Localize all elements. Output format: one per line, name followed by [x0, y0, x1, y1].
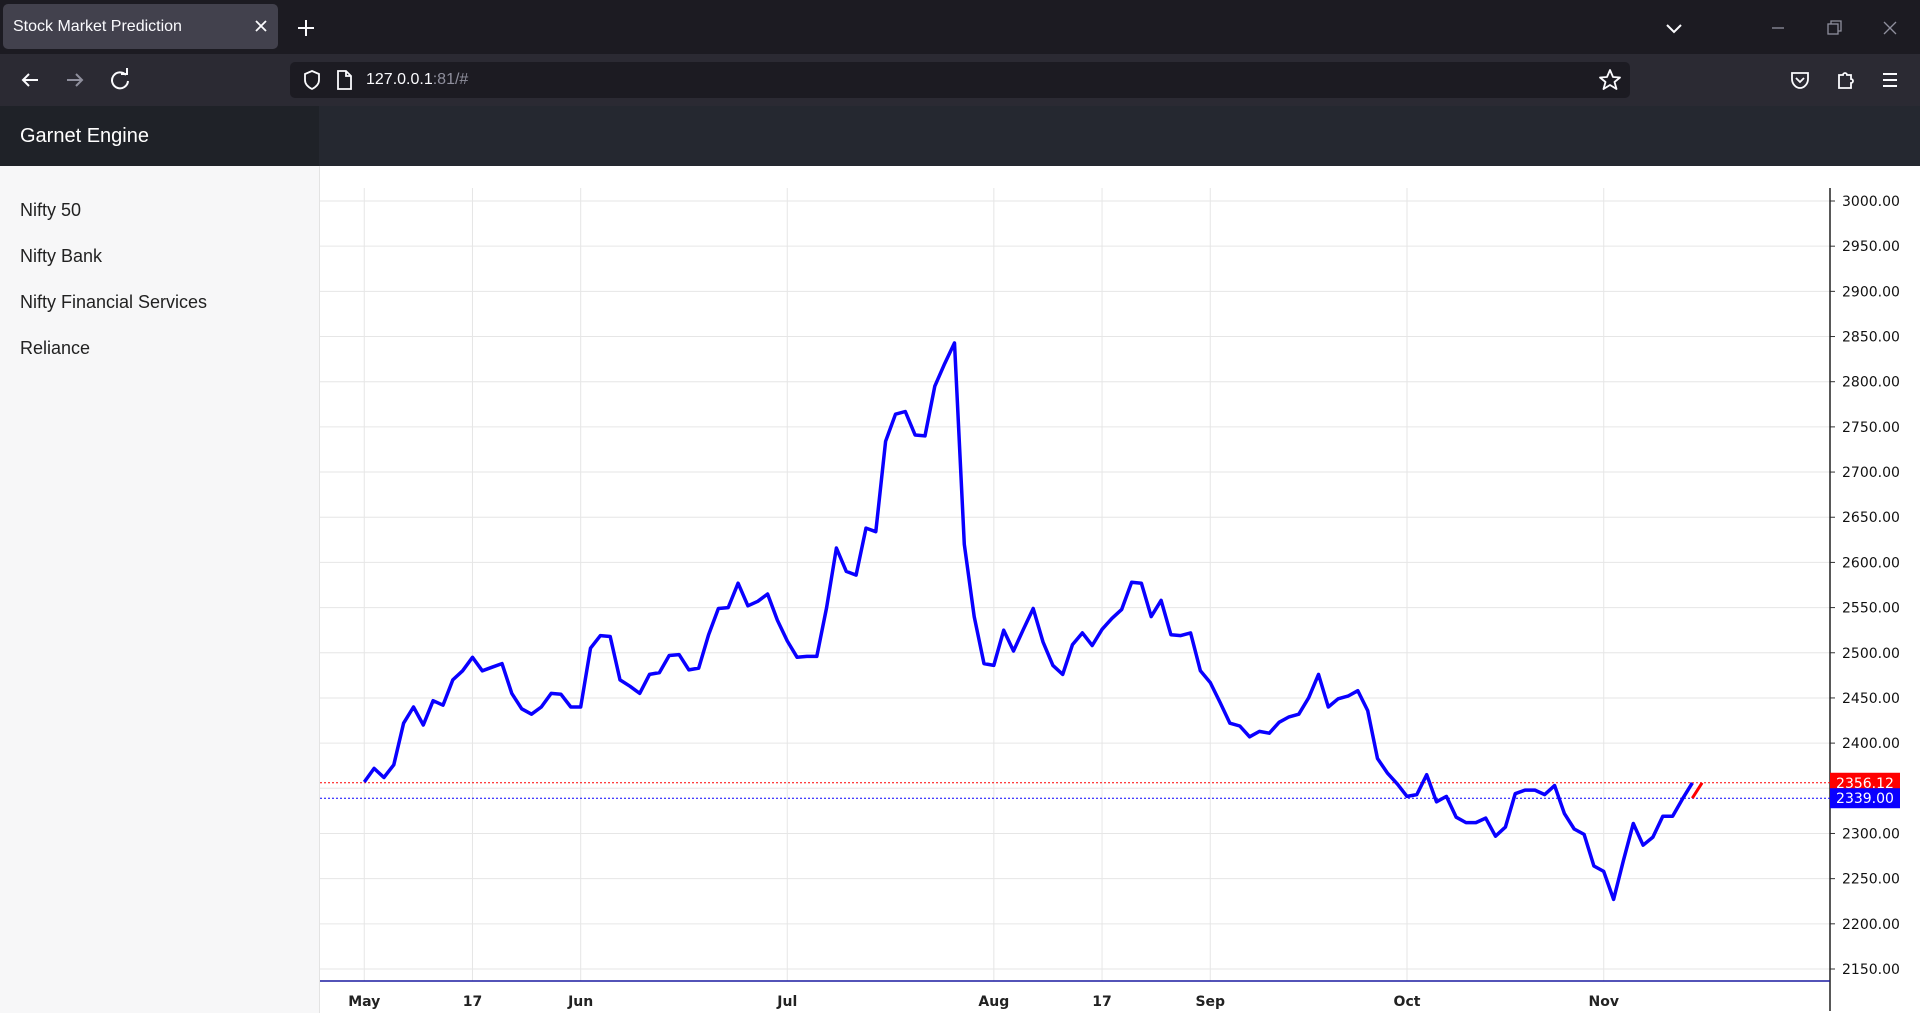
price-label: 2339.00	[1836, 791, 1894, 807]
y-tick-label: 2900.00	[1842, 284, 1900, 300]
y-tick-label: 2650.00	[1842, 510, 1900, 526]
x-tick-label: Nov	[1589, 994, 1619, 1010]
y-tick-label: 2950.00	[1842, 239, 1900, 255]
y-tick-label: 2850.00	[1842, 330, 1900, 346]
close-window-icon[interactable]	[1876, 14, 1904, 42]
close-tab-icon[interactable]	[249, 14, 273, 38]
y-tick-label: 2150.00	[1842, 962, 1900, 978]
x-tick-label: Aug	[978, 994, 1009, 1010]
minimize-icon[interactable]	[1764, 14, 1792, 42]
browser-nav-bar: 127.0.0.1:81/#	[0, 54, 1920, 106]
shield-icon[interactable]	[298, 66, 326, 94]
price-label-box	[1830, 788, 1900, 809]
app-brand[interactable]: Garnet Engine	[20, 125, 149, 147]
price-label: 2356.12	[1836, 776, 1894, 792]
browser-tab-bar: Stock Market Prediction	[0, 0, 1920, 54]
tab-title: Stock Market Prediction	[13, 18, 182, 35]
star-icon[interactable]	[1596, 66, 1624, 94]
y-tick-label: 2200.00	[1842, 917, 1900, 933]
y-tick-label: 2500.00	[1842, 646, 1900, 662]
pocket-icon[interactable]	[1786, 66, 1814, 94]
x-tick-label: Jul	[776, 994, 797, 1010]
x-tick-label: Oct	[1394, 994, 1421, 1010]
url-text[interactable]: 127.0.0.1:81/#	[366, 71, 468, 89]
x-tick-label: 17	[1092, 994, 1111, 1010]
y-tick-label: 2800.00	[1842, 375, 1900, 391]
chart-area[interactable]: 3000.00 2950.00 2900.00 2850.00 2800.00 2750.…	[320, 166, 1920, 1013]
y-tick-label: 3000.00	[1842, 194, 1900, 210]
app-header: Garnet Engine	[0, 106, 1920, 166]
address-bar[interactable]: 127.0.0.1:81/#	[290, 62, 1630, 98]
url-path: :81/#	[432, 71, 469, 88]
y-tick-label: 2450.00	[1842, 691, 1900, 707]
browser-tab[interactable]: Stock Market Prediction	[3, 4, 278, 49]
sidebar-item-nifty-bank[interactable]: Nifty Bank	[20, 246, 103, 266]
y-tick-label: 2600.00	[1842, 555, 1900, 571]
new-tab-icon[interactable]	[292, 14, 320, 42]
forward-arrow-icon[interactable]	[61, 66, 89, 94]
sidebar-item-reliance[interactable]: Reliance	[20, 338, 91, 358]
back-arrow-icon[interactable]	[16, 66, 44, 94]
sidebar-item-nifty-financial-services[interactable]: Nifty Financial Services	[20, 292, 208, 312]
prediction-line	[1691, 781, 1704, 800]
sidebar: Nifty 50 Nifty Bank Nifty Financial Serv…	[0, 166, 320, 1013]
brand-box: Garnet Engine	[0, 106, 319, 166]
y-tick-label: 2750.00	[1842, 420, 1900, 436]
y-tick-label: 2400.00	[1842, 736, 1900, 752]
x-tick-label: 17	[463, 994, 482, 1010]
sidebar-item-nifty-50[interactable]: Nifty 50	[20, 200, 82, 220]
y-tick-label: 2300.00	[1842, 826, 1900, 842]
reload-icon[interactable]	[106, 66, 134, 94]
extensions-icon[interactable]	[1831, 66, 1859, 94]
y-tick-label: 2550.00	[1842, 601, 1900, 617]
price-label-box	[1830, 772, 1900, 793]
menu-icon[interactable]	[1876, 66, 1904, 94]
restore-icon[interactable]	[1820, 14, 1848, 42]
y-tick-label: 2700.00	[1842, 465, 1900, 481]
x-tick-label: Sep	[1195, 994, 1225, 1010]
price-chart[interactable]: 3000.00 2950.00 2900.00 2850.00 2800.00 2750.…	[320, 166, 1920, 1013]
url-host: 127.0.0.1	[366, 71, 433, 88]
page-icon[interactable]	[330, 66, 358, 94]
x-tick-label: May	[348, 994, 380, 1010]
y-tick-label: 2250.00	[1842, 872, 1900, 888]
chevron-down-icon[interactable]	[1660, 14, 1688, 42]
x-tick-label: Jun	[567, 994, 593, 1010]
price-series-line	[362, 341, 1694, 902]
